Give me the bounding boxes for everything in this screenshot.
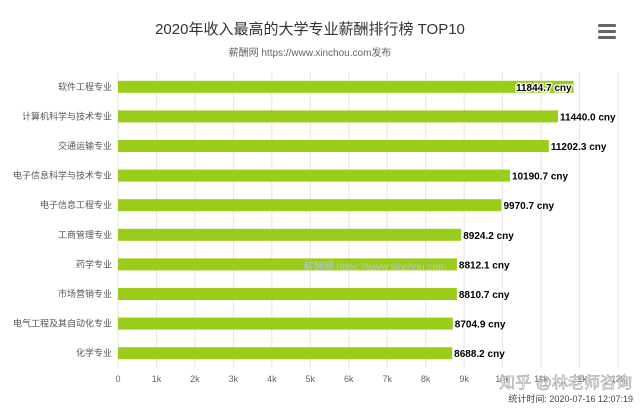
bar[interactable] — [118, 110, 558, 123]
category-label: 电子信息工程专业 — [40, 199, 112, 210]
category-label: 工商管理专业 — [58, 229, 112, 240]
x-tick-label: 3k — [229, 374, 239, 384]
x-tick-label: 8k — [421, 374, 431, 384]
category-label: 化学专业 — [76, 347, 112, 358]
bar-data-label: 11202.3 cny — [551, 142, 607, 153]
x-tick-label: 9k — [459, 374, 469, 384]
category-label: 电气工程及其自动化专业 — [13, 318, 112, 329]
bar[interactable] — [118, 228, 462, 241]
bar[interactable] — [118, 288, 457, 300]
x-tick-label: 1k — [152, 374, 162, 384]
x-tick-label: 11k — [534, 374, 548, 384]
menu-line — [598, 30, 616, 33]
bar[interactable] — [118, 140, 549, 152]
bar-data-label: 10190.7 cny — [512, 172, 569, 183]
x-tick-label: 0 — [115, 374, 120, 384]
bar-data-label: 8810.7 cny — [459, 290, 510, 301]
category-label: 电子信息科学与技术专业 — [13, 170, 112, 181]
x-tick-label: 7k — [382, 374, 392, 384]
x-tick-label: 12k — [572, 374, 587, 384]
bar-data-label: 8812.1 cny — [459, 260, 510, 271]
x-tick-label: 6k — [344, 374, 354, 384]
chart-title: 2020年收入最高的大学专业薪酬排行榜 TOP10 — [155, 21, 465, 38]
x-tick-label: 13k — [611, 374, 626, 384]
bar-data-label: 11844.7 cny — [516, 83, 572, 94]
bar[interactable] — [118, 169, 510, 182]
bar-data-label: 8924.2 cny — [463, 231, 514, 242]
bar[interactable] — [118, 347, 453, 360]
category-label: 交通运输专业 — [58, 140, 112, 151]
chart-watermark: 薪酬网 https://www.xinchou.com — [304, 261, 447, 273]
hamburger-menu-icon[interactable] — [598, 24, 616, 40]
category-label: 软件工程专业 — [58, 81, 112, 92]
bar[interactable] — [118, 258, 457, 271]
category-label: 市场营销专业 — [58, 288, 112, 299]
bar-data-label: 9970.7 cny — [503, 201, 554, 212]
category-label: 药学专业 — [76, 258, 112, 269]
bar[interactable] — [118, 317, 453, 330]
bar[interactable] — [118, 199, 502, 212]
x-tick-label: 10k — [495, 374, 510, 384]
bar-data-label: 8688.2 cny — [454, 349, 505, 360]
x-tick-label: 4k — [267, 374, 277, 384]
chart-footer: 统计时间: 2020-07-16 12:07:19 — [508, 393, 633, 404]
overlay-watermark: 知乎 @林老师咨询 — [499, 374, 632, 392]
bar-data-label: 8704.9 cny — [455, 320, 506, 331]
menu-line — [598, 24, 616, 27]
x-tick-label: 2k — [190, 374, 200, 384]
menu-line — [598, 36, 616, 39]
bar-data-label: 11440.0 cny — [560, 112, 616, 123]
chart-subtitle: 薪酬网 https://www.xinchou.com发布 — [229, 46, 392, 59]
category-label: 计算机科学与技术专业 — [22, 110, 112, 121]
x-tick-label: 5k — [306, 374, 316, 384]
bar[interactable] — [118, 80, 574, 93]
